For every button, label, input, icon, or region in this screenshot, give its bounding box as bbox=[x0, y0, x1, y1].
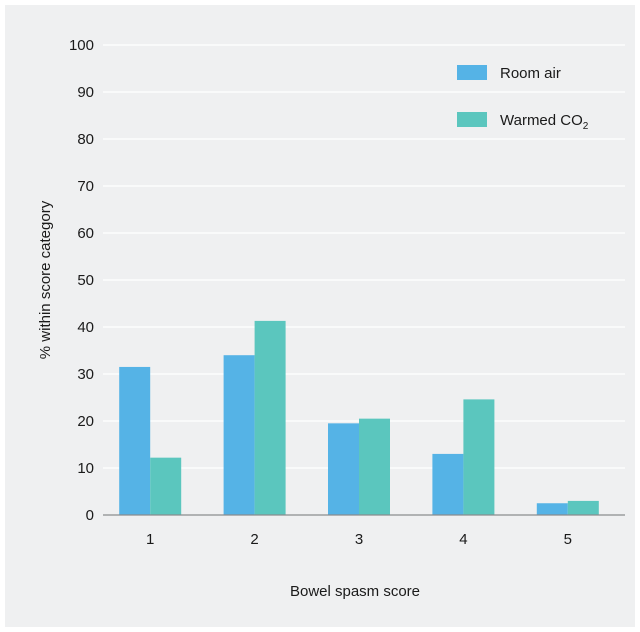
legend-label-room-air: Room air bbox=[500, 65, 561, 82]
chart-panel: 0 10 20 30 40 50 60 70 80 90 100 1 2 3 4 5 % within sc… bbox=[5, 5, 635, 627]
y-tick-label-70: 70 bbox=[77, 178, 94, 195]
legend: Room air Warmed CO2 bbox=[457, 65, 589, 132]
bar-room-air-5 bbox=[536, 503, 568, 515]
legend-swatch-room-air bbox=[457, 65, 487, 80]
y-tick-label-0: 0 bbox=[86, 507, 94, 524]
y-tick-label-50: 50 bbox=[77, 272, 94, 289]
y-tick-label-10: 10 bbox=[77, 460, 94, 477]
y-tick-label-40: 40 bbox=[77, 319, 94, 336]
bar-warmed-co2-4 bbox=[463, 399, 495, 515]
bar-room-air-1 bbox=[119, 366, 151, 515]
y-axis-label: % within score category bbox=[37, 200, 54, 359]
y-tick-label-60: 60 bbox=[77, 225, 94, 242]
bar-warmed-co2-1 bbox=[150, 457, 182, 515]
y-tick-label-100: 100 bbox=[69, 37, 94, 54]
y-tick-label-80: 80 bbox=[77, 131, 94, 148]
y-tick-label-90: 90 bbox=[77, 84, 94, 101]
bar-warmed-co2-2 bbox=[254, 320, 286, 515]
bar-room-air-4 bbox=[432, 453, 464, 515]
legend-label-warmed-co2-text: Warmed CO bbox=[500, 112, 583, 129]
x-tick-label-1: 1 bbox=[146, 531, 154, 548]
x-axis-label: Bowel spasm score bbox=[290, 583, 420, 600]
bar-warmed-co2-5 bbox=[567, 500, 599, 515]
bar-room-air-2 bbox=[223, 355, 255, 515]
bar-room-air-3 bbox=[328, 423, 359, 515]
y-tick-label-30: 30 bbox=[77, 366, 94, 383]
bar-chart: 0 10 20 30 40 50 60 70 80 90 100 1 2 3 4 5 % within sc… bbox=[37, 37, 625, 600]
x-tick-label-4: 4 bbox=[459, 531, 467, 548]
x-tick-label-2: 2 bbox=[250, 531, 258, 548]
legend-label-warmed-co2-subscript: 2 bbox=[583, 121, 589, 132]
bars bbox=[119, 320, 599, 515]
y-tick-labels: 0 10 20 30 40 50 60 70 80 90 100 bbox=[69, 37, 94, 524]
gridlines bbox=[103, 44, 625, 469]
x-tick-label-3: 3 bbox=[355, 531, 363, 548]
y-tick-label-20: 20 bbox=[77, 413, 94, 430]
x-tick-label-5: 5 bbox=[564, 531, 572, 548]
legend-swatch-warmed-co2 bbox=[457, 112, 487, 127]
bar-warmed-co2-3 bbox=[359, 418, 390, 515]
legend-label-warmed-co2: Warmed CO2 bbox=[500, 112, 589, 132]
x-tick-labels: 1 2 3 4 5 bbox=[146, 531, 572, 548]
